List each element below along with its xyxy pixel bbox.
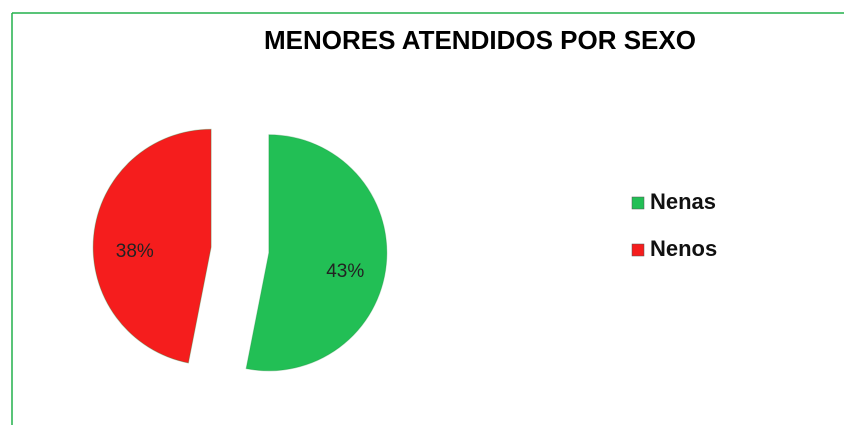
legend-swatch — [631, 243, 645, 257]
legend-label: Nenas — [650, 189, 716, 214]
data-label: 38% — [116, 241, 154, 262]
pie-slice — [92, 128, 212, 364]
legend-swatch — [631, 196, 645, 210]
chart-title: MENORES ATENDIDOS POR SEXO — [264, 25, 696, 55]
pie-slice — [245, 134, 388, 372]
data-label: 43% — [326, 261, 364, 282]
legend-label: Nenos — [650, 236, 717, 261]
